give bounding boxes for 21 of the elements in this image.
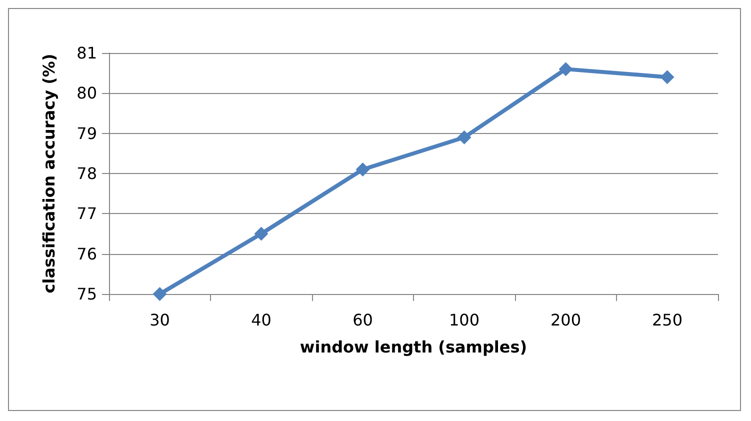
y-tick-label: 77	[76, 204, 97, 224]
x-tick-label: 40	[251, 310, 272, 330]
y-tick-label: 79	[76, 124, 97, 143]
point	[558, 62, 573, 76]
y-tick-label: 76	[76, 244, 97, 264]
y-tick-label: 80	[76, 84, 97, 103]
point	[152, 287, 167, 301]
x-tick-label: 100	[448, 310, 480, 330]
x-tick-label: 60	[352, 310, 373, 330]
point	[660, 70, 674, 84]
x-tick-label: 30	[150, 310, 170, 330]
point	[457, 130, 472, 144]
x-axis-title: window length (samples)	[300, 338, 528, 356]
y-tick-label: 78	[76, 164, 97, 183]
point	[254, 226, 268, 241]
point	[356, 162, 370, 176]
x-tick-label: 200	[550, 310, 582, 330]
y-tick-label: 81	[76, 44, 97, 62]
x-tick-label: 250	[652, 310, 683, 330]
y-tick-label: 75	[76, 284, 97, 304]
y-axis-title: classification accuracy (%)	[40, 54, 58, 294]
